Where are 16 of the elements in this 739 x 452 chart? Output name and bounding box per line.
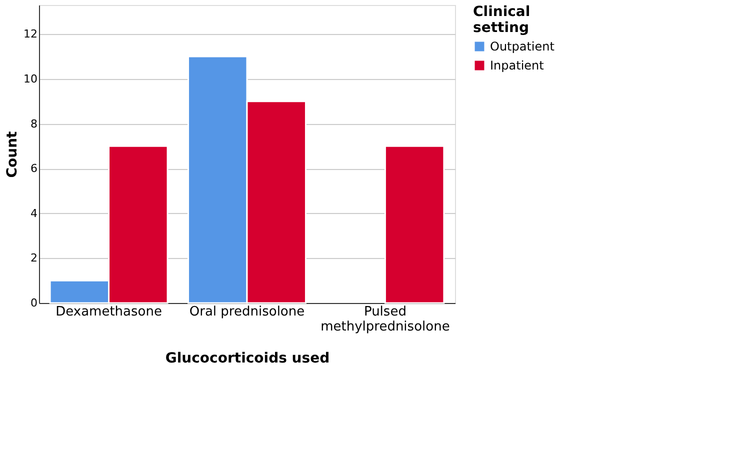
x-tick-label: Pulsed methylprednisolone — [320, 304, 450, 334]
legend-label: Inpatient — [490, 58, 544, 72]
y-tick-label: 12 — [24, 28, 38, 41]
legend-title: Clinical setting — [473, 4, 530, 36]
legend-label: Outpatient — [490, 40, 555, 54]
x-tick-label: Dexamethasone — [56, 304, 162, 320]
y-tick-label: 10 — [24, 72, 38, 86]
bar — [384, 145, 445, 304]
x-axis-title: Glucocorticoids used — [165, 350, 330, 366]
y-tick-label: 4 — [30, 206, 38, 220]
y-tick-label: 2 — [30, 252, 38, 265]
x-tick-label: Oral prednisolone — [189, 304, 305, 320]
y-tick-label: 6 — [30, 162, 38, 176]
y-axis-title: Count — [4, 130, 21, 178]
y-tick-label: 8 — [30, 117, 38, 130]
y-tick-label: 0 — [30, 296, 38, 310]
